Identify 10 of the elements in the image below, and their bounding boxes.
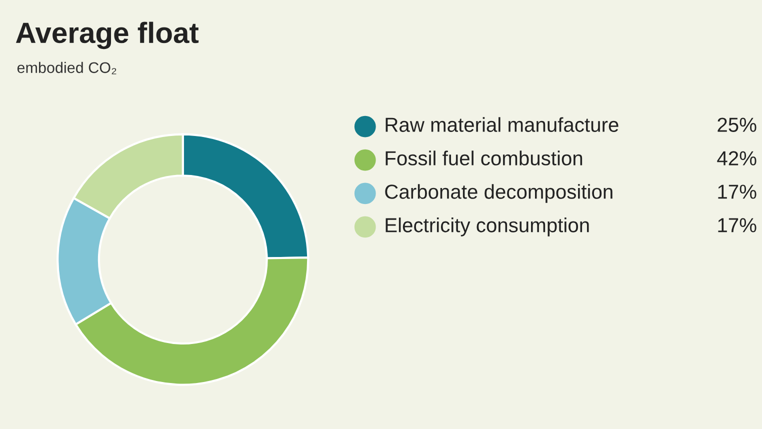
data-label: 25% [718,118,756,132]
legend-label: Carbonate decomposition [385,184,612,203]
chart-subtitle: embodied CO₂ [17,62,116,74]
chart-title: Average float [16,22,199,50]
legend-label: Electricity consumption [386,218,589,236]
data-label: 42% [717,151,756,166]
data-label: 17% [718,218,756,232]
legend-label: Fossil fuel combustion [386,150,582,166]
legend-label: Raw material manufacture [386,117,618,132]
data-label: 17% [718,184,756,199]
